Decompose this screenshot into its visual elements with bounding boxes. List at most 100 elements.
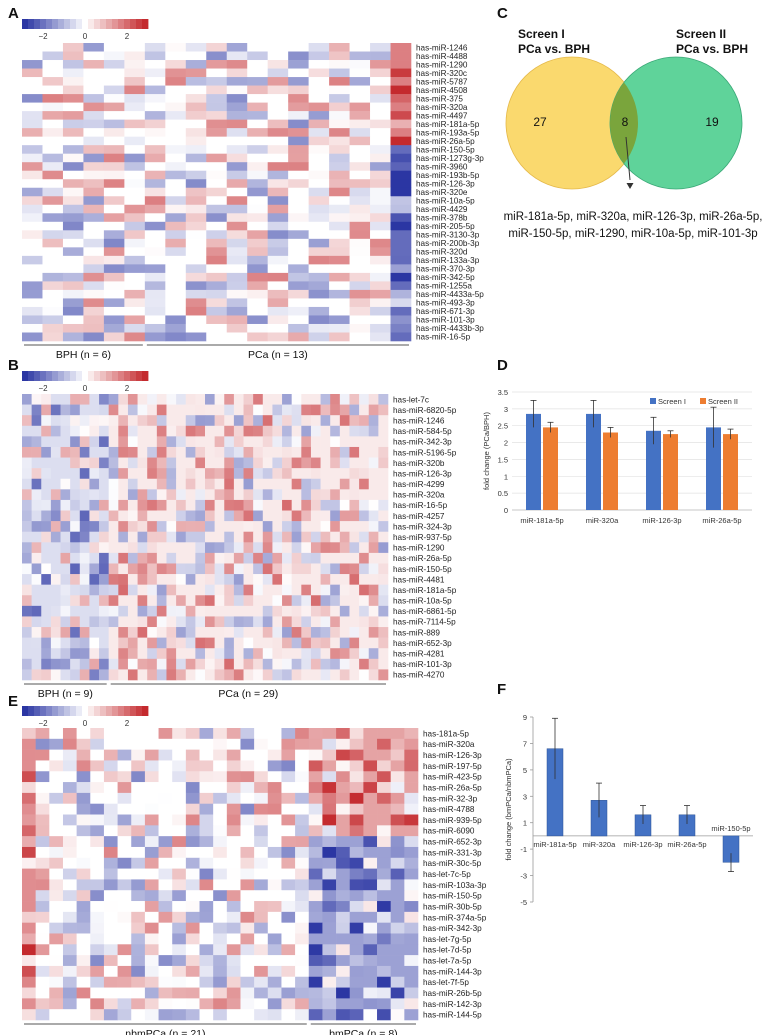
- heatmap-cell: [144, 738, 159, 750]
- heatmap-cell: [35, 728, 50, 740]
- heatmap-cell: [349, 1009, 364, 1021]
- heatmap-cell: [176, 404, 187, 416]
- heatmap-cell: [370, 162, 391, 172]
- heatmap-cell: [158, 771, 173, 783]
- heatmap-cell: [49, 814, 64, 826]
- heatmap-cell: [42, 162, 64, 172]
- heatmap-cell: [370, 196, 391, 206]
- heatmap-cell: [103, 289, 125, 299]
- heatmap-cell: [124, 230, 146, 240]
- heatmap-cell: [165, 332, 187, 342]
- heatmap-cell: [127, 489, 138, 501]
- heatmap-cell: [42, 51, 64, 61]
- heatmap-cell: [144, 238, 166, 248]
- heatmap-cell: [22, 738, 36, 750]
- heatmap-cell: [262, 415, 273, 427]
- heatmap-cell: [35, 890, 50, 902]
- heatmap-cell: [50, 478, 61, 490]
- heatmap-cell: [60, 616, 71, 628]
- heatmap-cell: [117, 814, 132, 826]
- heatmap-cell: [90, 911, 105, 923]
- heatmap-cell: [199, 911, 214, 923]
- heatmap-cell: [267, 196, 289, 206]
- x-tick-label: miR-150-5p: [711, 824, 750, 833]
- colorscale-swatch: [76, 371, 83, 381]
- heatmap-cell: [205, 394, 215, 405]
- heatmap-cell: [272, 510, 283, 522]
- heatmap-cell: [60, 648, 71, 660]
- heatmap-cell: [370, 264, 391, 274]
- heatmap-cell: [224, 627, 235, 638]
- heatmap-cell: [185, 595, 196, 607]
- heatmap-cell: [240, 911, 255, 923]
- heatmap-cell: [233, 404, 244, 416]
- heatmap-cell: [213, 998, 228, 1010]
- heatmap-cell: [22, 771, 36, 783]
- heatmap-cell: [22, 605, 32, 617]
- heatmap-cell: [205, 658, 215, 670]
- heatmap-cell: [370, 145, 391, 154]
- heatmap-cell: [60, 542, 71, 554]
- heatmap-cell: [349, 272, 371, 282]
- heatmap-cell: [322, 825, 337, 837]
- heatmap-cell: [214, 499, 225, 511]
- heatmap-cell: [310, 616, 321, 628]
- heatmap-cell: [165, 102, 187, 112]
- heatmap-cell: [262, 595, 273, 607]
- heatmap-cell: [233, 499, 244, 511]
- heatmap-cell: [370, 111, 391, 120]
- heatmap-cell: [137, 499, 148, 511]
- heatmap-cell: [22, 627, 32, 638]
- heatmap-cell: [233, 595, 244, 607]
- heatmap-cell: [288, 145, 309, 154]
- heatmap-cell: [390, 43, 412, 52]
- heatmap-cell: [199, 749, 214, 761]
- heatmap-cell: [42, 85, 64, 95]
- heatmap-cell: [301, 563, 312, 575]
- heatmap-cell: [310, 425, 321, 437]
- heatmap-cell: [117, 901, 132, 913]
- heatmap-cell: [310, 436, 321, 448]
- heatmap-cell: [226, 803, 241, 815]
- heatmap-cell: [127, 584, 138, 596]
- heatmap-cell: [62, 998, 77, 1010]
- heatmap-cell: [213, 771, 228, 783]
- heatmap-cell: [166, 478, 177, 490]
- heatmap-cell: [226, 836, 241, 848]
- heatmap-cell: [390, 272, 412, 282]
- heatmap-cell: [233, 658, 244, 670]
- heatmap-cell: [254, 911, 269, 923]
- heatmap-cell: [404, 782, 419, 794]
- heatmap-cell: [49, 965, 64, 978]
- heatmap-cell: [404, 965, 419, 978]
- heatmap-cell: [349, 616, 360, 628]
- heatmap-cell: [288, 94, 309, 103]
- heatmap-cell: [60, 584, 71, 596]
- heatmap-cell: [310, 404, 321, 416]
- row-label: has-miR-16-5p: [393, 501, 448, 510]
- heatmap-cell: [124, 94, 146, 103]
- heatmap-cell: [213, 868, 228, 880]
- heatmap-cell: [172, 760, 187, 772]
- heatmap-cell: [50, 457, 61, 469]
- x-tick-label: miR-26a-5p: [667, 840, 706, 849]
- heatmap-cell: [267, 204, 289, 214]
- heatmap-cell: [370, 153, 391, 163]
- heatmap-cell: [370, 43, 391, 52]
- row-label: has-let-7f-5p: [423, 978, 469, 987]
- heatmap-cell: [185, 204, 207, 214]
- heatmap-cell: [363, 944, 378, 956]
- heatmap-cell: [308, 281, 330, 291]
- heatmap-cell: [165, 51, 187, 61]
- heatmap-cell: [322, 1009, 337, 1021]
- colorscale-swatch: [28, 706, 35, 716]
- heatmap-cell: [339, 627, 350, 638]
- heatmap-cell: [62, 179, 84, 189]
- heatmap-cell: [206, 264, 228, 274]
- heatmap-cell: [349, 264, 371, 274]
- heatmap-cell: [214, 648, 225, 660]
- heatmap-cell: [60, 531, 71, 543]
- heatmap-cell: [404, 749, 419, 761]
- heatmap-cell: [99, 457, 109, 469]
- heatmap-cell: [291, 457, 302, 469]
